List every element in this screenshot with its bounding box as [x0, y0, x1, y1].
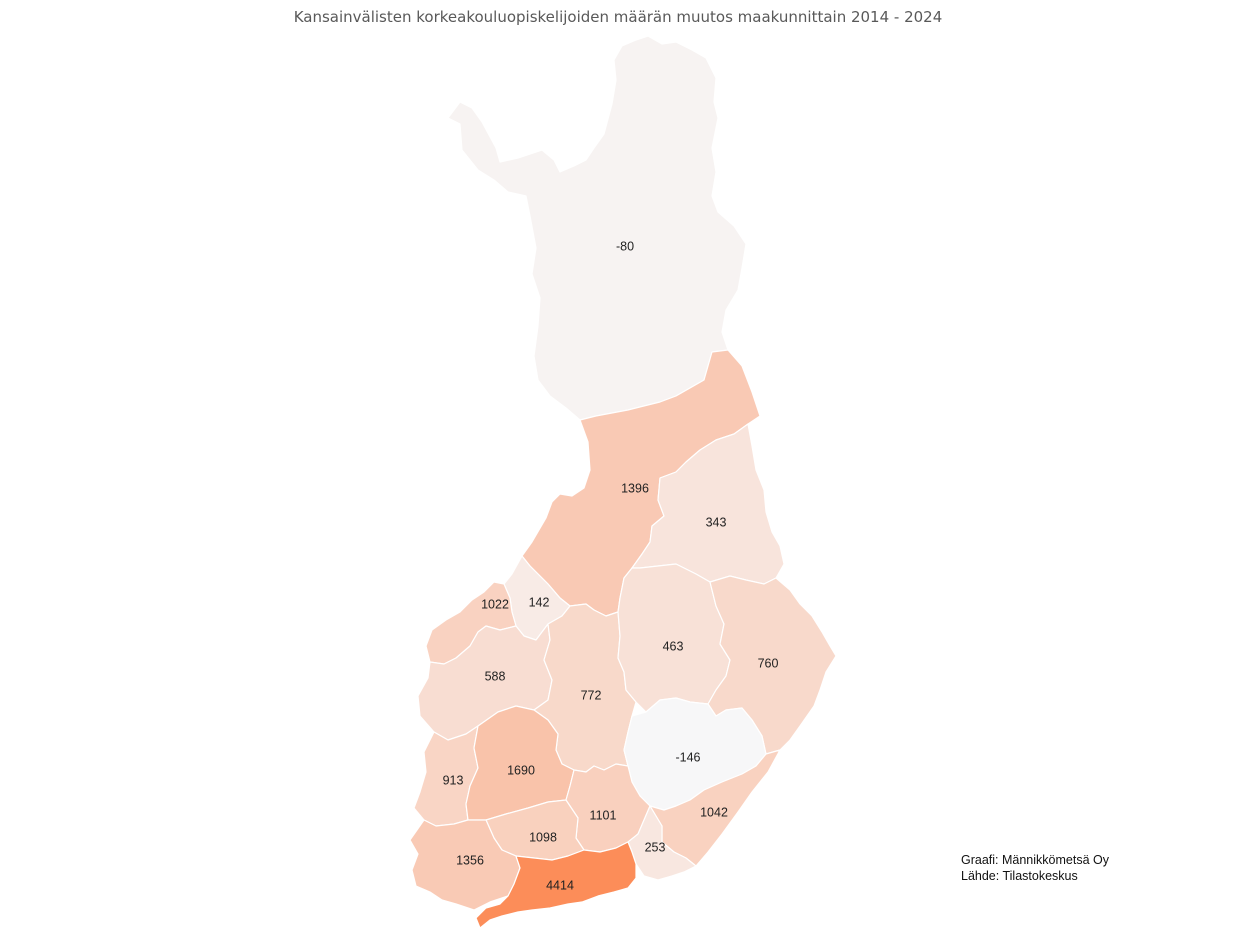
value-label-pohjois-pohjanmaa: 1396 — [621, 481, 649, 495]
value-label-etela-savo: -146 — [675, 750, 700, 764]
value-label-etela-karjala: 1042 — [700, 805, 728, 819]
value-label-varsinais-suomi: 1356 — [456, 853, 484, 867]
graph-credit: Graafi: Männikkömetsä Oy — [961, 853, 1109, 867]
value-label-pirkanmaa: 1690 — [507, 763, 535, 777]
region-kymenlaakso[interactable] — [627, 805, 697, 881]
region-lappi[interactable] — [447, 35, 747, 421]
value-label-uusimaa: 4414 — [546, 878, 574, 892]
region-uusimaa[interactable] — [475, 841, 637, 929]
value-label-lappi: -80 — [616, 239, 634, 253]
value-label-paijat-hame: 1101 — [590, 808, 617, 822]
map-title: Kansainvälisten korkeakouluopiskelijoide… — [293, 8, 943, 26]
value-label-etela-pohjanmaa: 588 — [485, 669, 506, 683]
value-label-pohjois-savo: 463 — [663, 639, 684, 653]
region-pohjois-karjala[interactable] — [707, 575, 837, 755]
value-label-keski-pohjanmaa: 142 — [529, 595, 550, 609]
value-label-satakunta: 913 — [443, 773, 464, 787]
value-label-kanta-hame: 1098 — [529, 830, 557, 844]
value-label-keski-suomi: 772 — [581, 688, 602, 702]
credits: Graafi: Männikkömetsä Oy Lähde: Tilastok… — [961, 852, 1109, 884]
source-credit: Lähde: Tilastokeskus — [961, 869, 1078, 883]
value-label-kainuu: 343 — [706, 515, 727, 529]
value-label-kymenlaakso: 253 — [645, 840, 666, 854]
value-label-pohjois-karjala: 760 — [758, 656, 779, 670]
value-label-pohjanmaa: 1022 — [481, 597, 509, 611]
